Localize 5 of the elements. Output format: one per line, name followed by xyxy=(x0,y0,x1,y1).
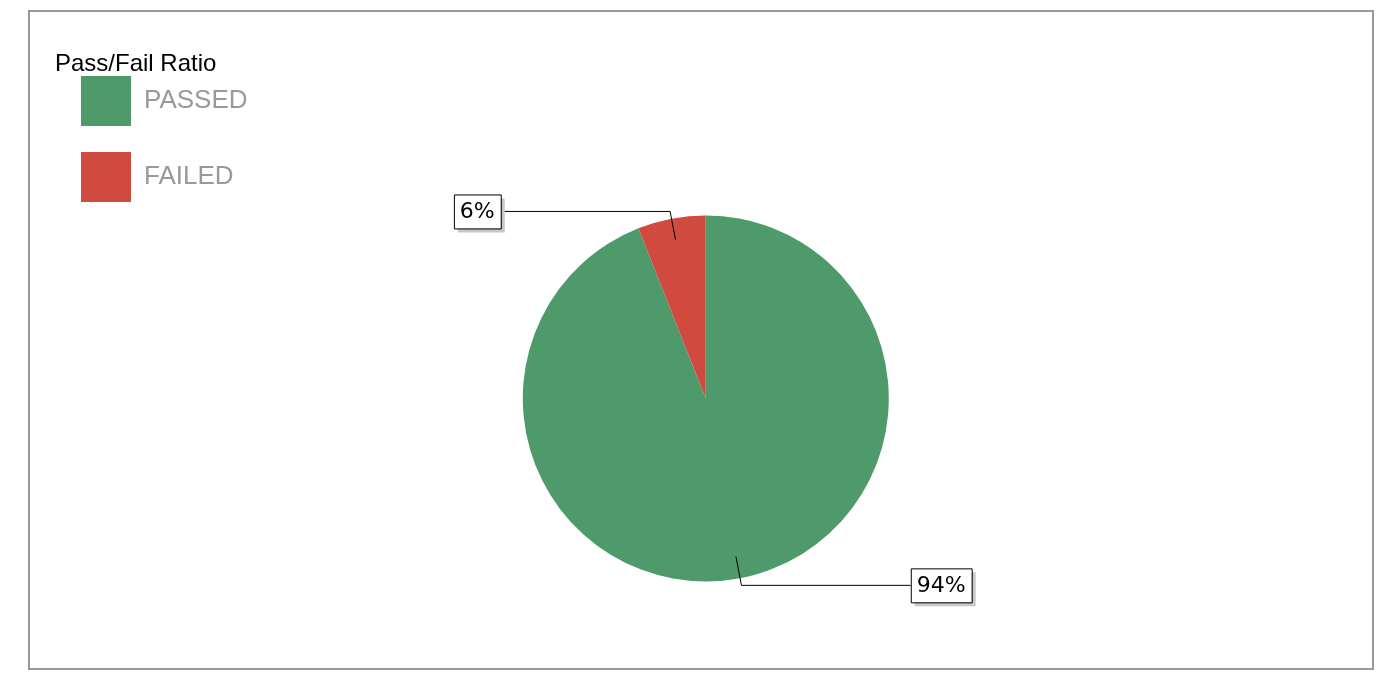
legend-label: PASSED xyxy=(144,84,248,115)
data-label: 94% xyxy=(916,572,966,598)
legend-label: FAILED xyxy=(144,160,234,191)
chart-title: Pass/Fail Ratio xyxy=(55,49,217,77)
data-label: 6% xyxy=(459,198,495,224)
